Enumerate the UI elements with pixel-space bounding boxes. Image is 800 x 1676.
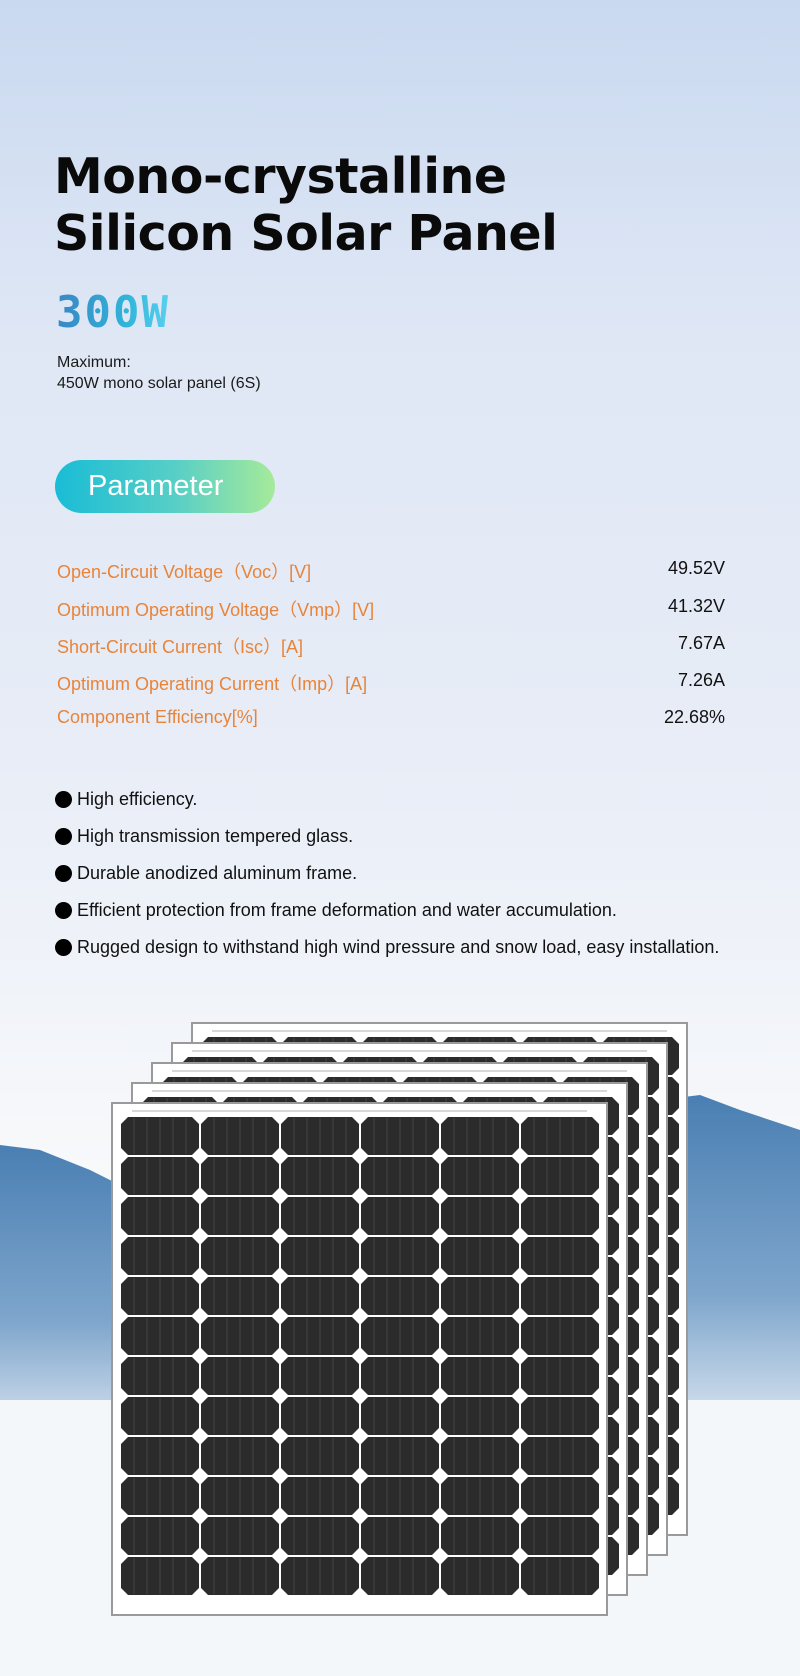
- bullet-icon: [55, 828, 72, 845]
- parameter-row: Optimum Operating Voltage（Vmp）[V] 41.32V: [57, 596, 725, 622]
- maximum-note: Maximum: 450W mono solar panel (6S): [57, 352, 261, 394]
- parameter-row: Open-Circuit Voltage（Voc）[V] 49.52V: [57, 558, 725, 584]
- feature-text: Durable anodized aluminum frame.: [77, 863, 358, 883]
- parameter-label: Optimum Operating Voltage（Vmp）[V]: [57, 600, 375, 620]
- feature-item: Rugged design to withstand high wind pre…: [55, 937, 719, 958]
- parameter-value: 7.67A: [677, 633, 725, 653]
- feature-text: Rugged design to withstand high wind pre…: [77, 937, 720, 957]
- parameter-label: Component Efficiency[%]: [57, 707, 258, 727]
- title-line-1: Mono-crystalline: [54, 148, 507, 205]
- parameter-value: 41.32V: [667, 596, 725, 616]
- title-line-2: Silicon Solar Panel: [54, 205, 558, 262]
- feature-text: High efficiency.: [77, 789, 198, 809]
- page-title: Mono-crystalline Silicon Solar Panel: [54, 148, 558, 262]
- bullet-icon: [55, 791, 72, 808]
- solar-panel-image: [0, 1022, 800, 1676]
- mountain-left: [0, 1145, 130, 1440]
- feature-text: High transmission tempered glass.: [77, 826, 354, 846]
- parameter-value: 22.68%: [663, 707, 725, 727]
- parameter-label: Optimum Operating Current（Imp）[A]: [57, 674, 368, 694]
- solar-panel: [111, 1102, 608, 1616]
- parameter-value: 7.26A: [677, 670, 725, 690]
- feature-item: Durable anodized aluminum frame.: [55, 863, 357, 884]
- parameter-row: Short-Circuit Current（Isc）[A] 7.67A: [57, 633, 725, 659]
- parameter-button[interactable]: Parameter: [55, 460, 275, 513]
- feature-item: High efficiency.: [55, 789, 197, 810]
- power-rating: 300W: [56, 287, 170, 338]
- maximum-label: Maximum:: [57, 354, 131, 371]
- parameter-row: Optimum Operating Current（Imp）[A] 7.26A: [57, 670, 725, 696]
- maximum-value: 450W mono solar panel (6S): [57, 375, 261, 392]
- bullet-icon: [55, 939, 72, 956]
- bullet-icon: [55, 902, 72, 919]
- feature-text: Efficient protection from frame deformat…: [77, 900, 617, 920]
- bullet-icon: [55, 865, 72, 882]
- mountain-right: [660, 1095, 800, 1430]
- parameter-value: 49.52V: [667, 558, 725, 578]
- feature-item: Efficient protection from frame deformat…: [55, 900, 617, 921]
- parameter-label: Open-Circuit Voltage（Voc）[V]: [57, 562, 312, 582]
- feature-item: High transmission tempered glass.: [55, 826, 353, 847]
- parameter-row: Component Efficiency[%] 22.68%: [57, 707, 725, 728]
- parameter-label: Short-Circuit Current（Isc）[A]: [57, 637, 304, 657]
